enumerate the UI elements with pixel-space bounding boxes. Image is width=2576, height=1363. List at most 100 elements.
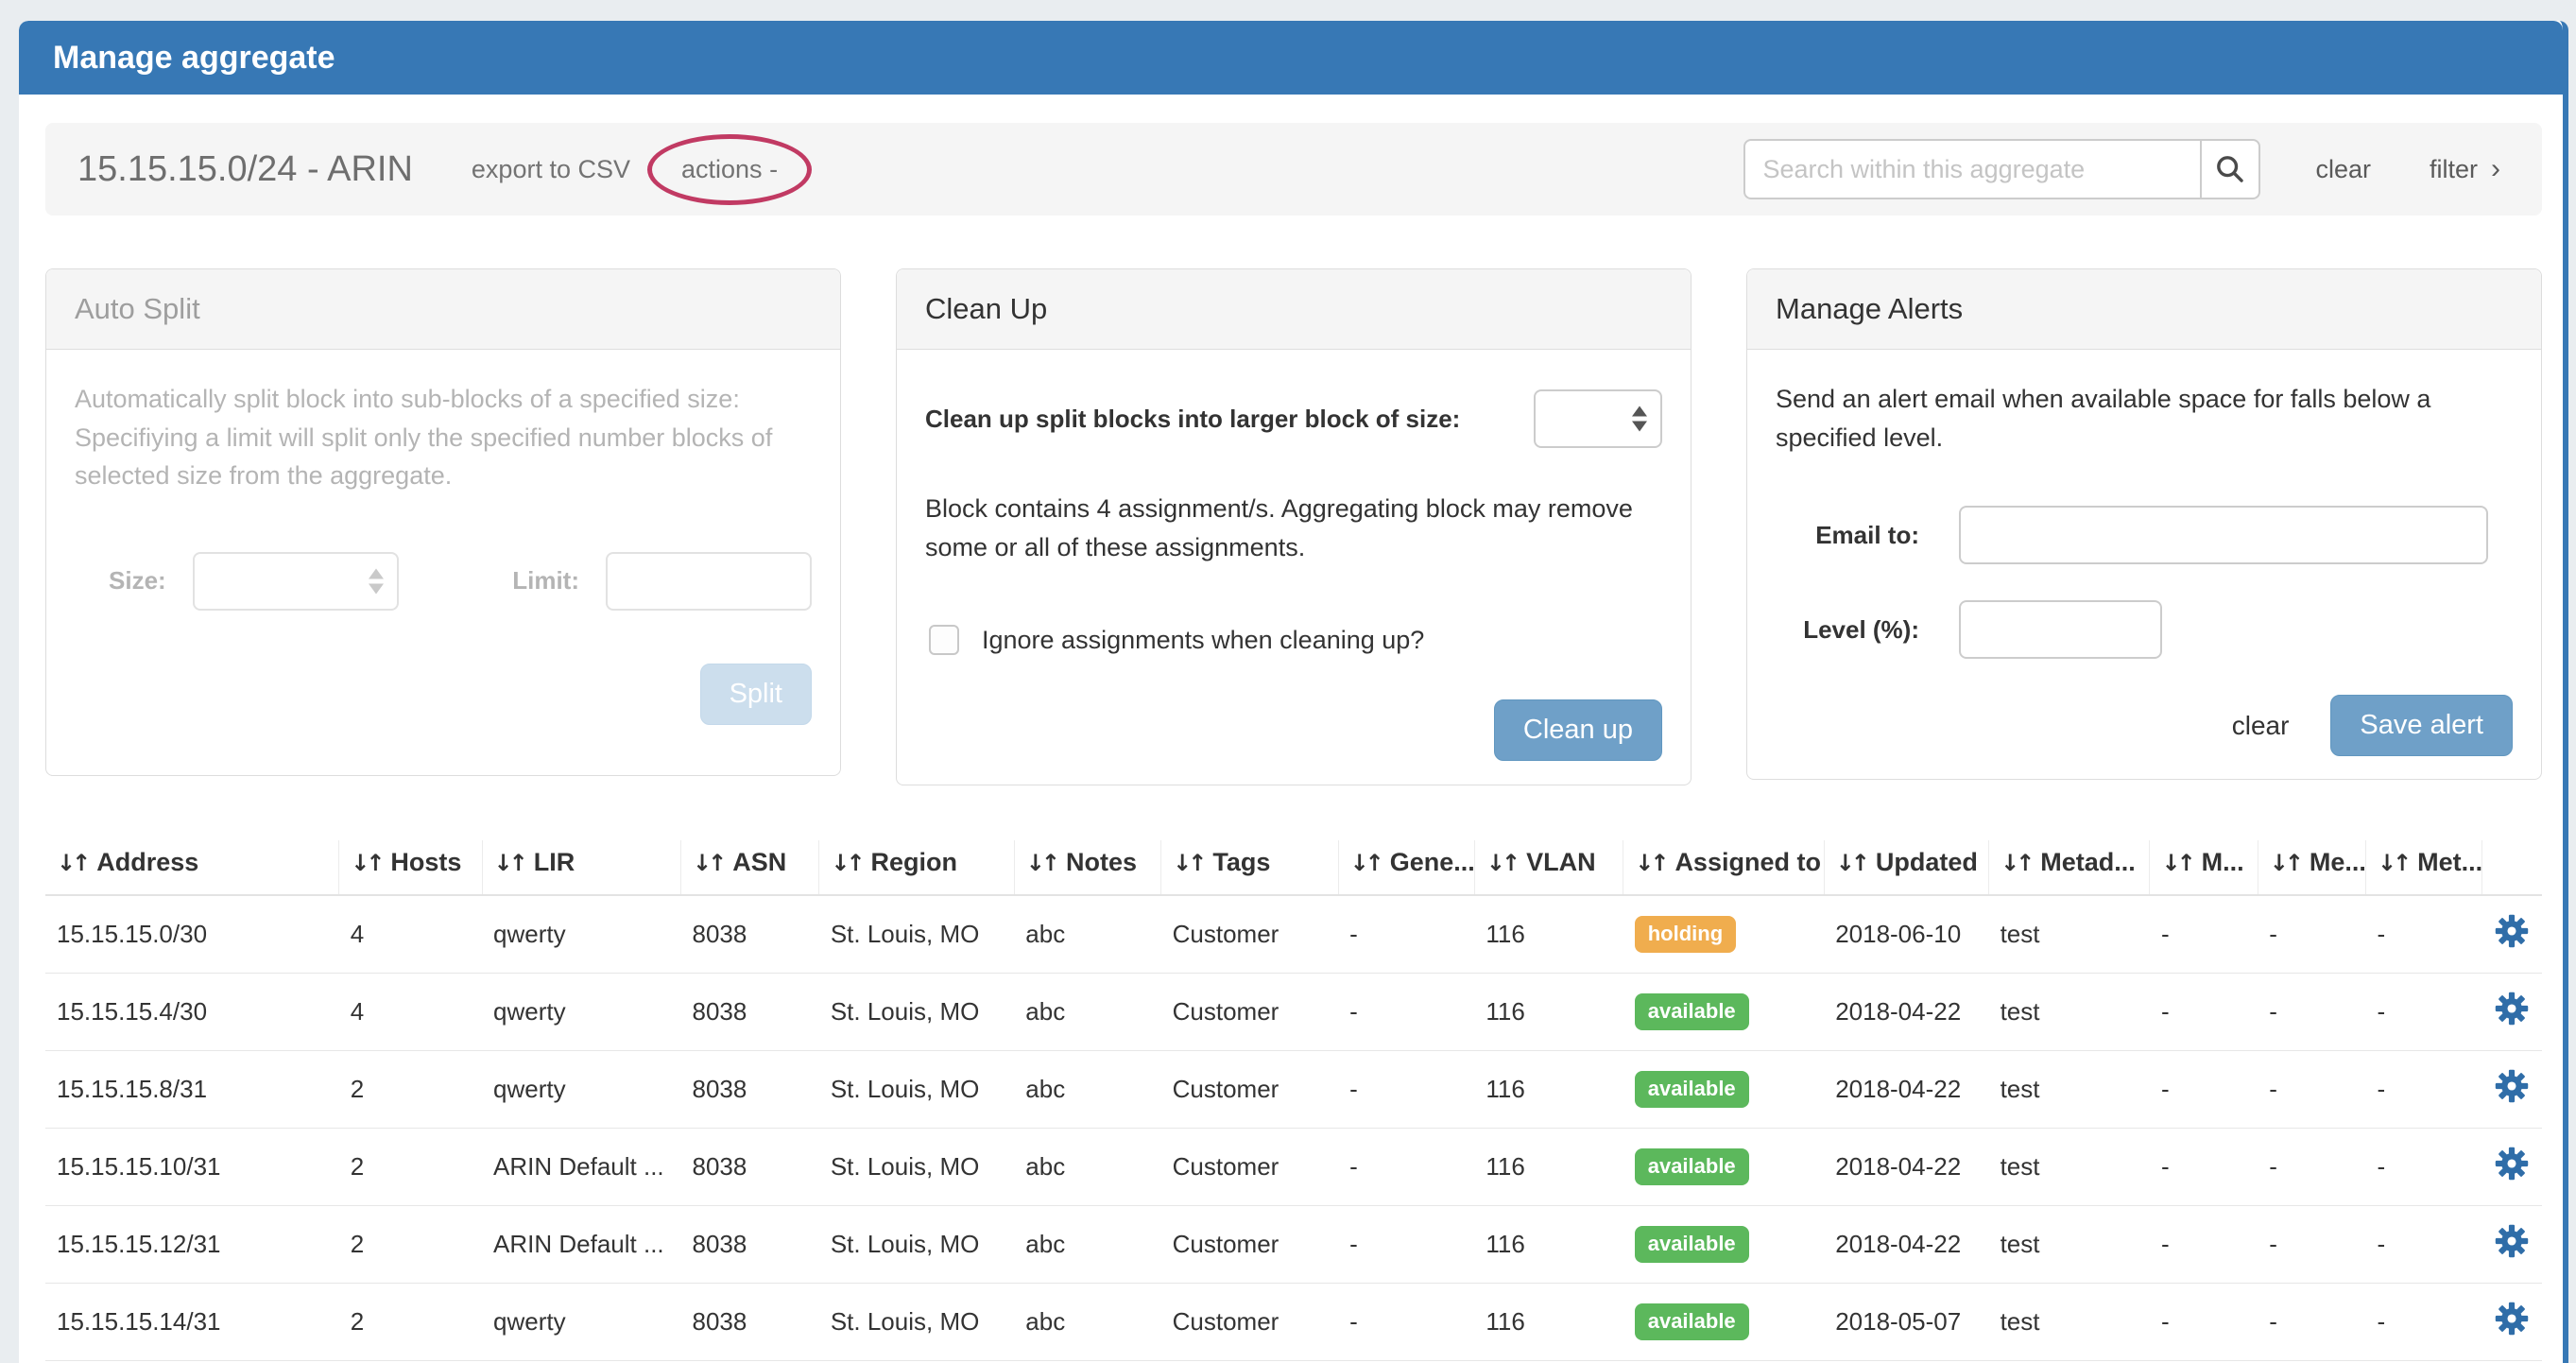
gear-icon[interactable] <box>2494 1068 2530 1111</box>
cell-asn: 8038 <box>680 895 819 974</box>
cell-generic: - <box>1338 1360 1475 1363</box>
sort-icon: ↓↑ <box>493 850 528 876</box>
gear-icon[interactable] <box>2494 991 2530 1033</box>
col-header-region[interactable]: ↓↑ Region <box>818 840 1015 896</box>
cell-assigned-to: available <box>1623 1360 1825 1363</box>
cell-metadata4: - <box>2365 1050 2482 1129</box>
clean-up-size-row: Clean up split blocks into larger block … <box>925 389 1662 448</box>
level-input[interactable] <box>1959 600 2162 659</box>
col-header-metadata3[interactable]: ↓↑ Me... <box>2258 840 2366 896</box>
cell-generic: - <box>1338 1283 1475 1361</box>
search-input[interactable] <box>1743 139 2201 199</box>
cell-hosts: 2 <box>338 1283 483 1361</box>
cell-metadata1: test <box>1988 973 2150 1051</box>
size-select[interactable] <box>192 551 399 611</box>
gear-icon[interactable] <box>2494 1146 2530 1188</box>
clean-up-size-select[interactable] <box>1534 389 1662 448</box>
alert-clear-link[interactable]: clear <box>2231 710 2290 740</box>
col-header-tags[interactable]: ↓↑ Tags <box>1160 840 1339 896</box>
col-header-metadata1[interactable]: ↓↑ Metad... <box>1988 840 2151 896</box>
sort-icon: ↓↑ <box>2269 850 2304 876</box>
sort-icon: ↓↑ <box>1635 850 1669 876</box>
table-row[interactable]: 15.15.15.16/28 16 qwerty 8038 St. Louis,… <box>45 1360 2542 1363</box>
ignore-assignments-checkbox[interactable] <box>929 625 959 656</box>
manage-alerts-panel: Manage Alerts Send an alert email when a… <box>1746 268 2542 780</box>
gear-icon[interactable] <box>2494 1223 2530 1266</box>
table-row[interactable]: 15.15.15.10/31 2 ARIN Default ... 8038 S… <box>45 1128 2542 1206</box>
cell-vlan: 116 <box>1474 973 1623 1051</box>
col-header-address[interactable]: ↓↑ Address <box>45 840 340 896</box>
cell-lir: qwerty <box>482 1360 681 1363</box>
cell-metadata2: - <box>2149 973 2258 1051</box>
cell-metadata1: test <box>1988 1128 2150 1206</box>
cell-asn: 8038 <box>680 1050 819 1129</box>
cell-asn: 8038 <box>680 973 819 1051</box>
aggregate-title: 15.15.15.0/24 - ARIN <box>77 148 413 189</box>
clean-up-panel: Clean Up Clean up split blocks into larg… <box>896 268 1692 785</box>
cell-metadata3: - <box>2258 973 2366 1051</box>
cell-metadata3: - <box>2258 1128 2366 1206</box>
col-header-vlan[interactable]: ↓↑ VLAN <box>1474 840 1624 896</box>
actions-dropdown[interactable]: actions - <box>646 133 813 205</box>
cell-generic: - <box>1338 1205 1475 1284</box>
cell-metadata4: - <box>2365 895 2482 974</box>
email-input[interactable] <box>1959 506 2488 564</box>
cell-notes: abc <box>1014 895 1161 974</box>
cell-region: St. Louis, MO <box>818 1050 1015 1129</box>
col-header-notes[interactable]: ↓↑ Notes <box>1014 840 1162 896</box>
auto-split-actions: Split <box>75 663 812 725</box>
cell-vlan: 116 <box>1474 1050 1623 1129</box>
col-header-metadata2[interactable]: ↓↑ M... <box>2149 840 2258 896</box>
col-header-generic[interactable]: ↓↑ Gene... <box>1338 840 1475 896</box>
gear-icon[interactable] <box>2494 1301 2530 1343</box>
select-caret-icon <box>368 568 384 594</box>
cell-lir: qwerty <box>482 1050 681 1129</box>
cell-hosts: 16 <box>338 1360 483 1363</box>
cell-assigned-to: available <box>1623 973 1825 1051</box>
status-badge: available <box>1634 1148 1749 1185</box>
split-button[interactable]: Split <box>699 663 812 725</box>
col-header-asn[interactable]: ↓↑ ASN <box>680 840 820 896</box>
limit-input[interactable] <box>606 551 812 611</box>
cell-hosts: 4 <box>338 973 483 1051</box>
cell-row-actions <box>2482 1128 2542 1206</box>
clean-up-button[interactable]: Clean up <box>1493 699 1662 761</box>
filter-link[interactable]: filter › <box>2429 153 2500 184</box>
table-row[interactable]: 15.15.15.8/31 2 qwerty 8038 St. Louis, M… <box>45 1050 2542 1129</box>
sort-icon: ↓↑ <box>57 850 91 876</box>
table-row[interactable]: 15.15.15.0/30 4 qwerty 8038 St. Louis, M… <box>45 895 2542 974</box>
col-header-lir[interactable]: ↓↑ LIR <box>482 840 682 896</box>
gear-icon[interactable] <box>2494 913 2530 956</box>
cell-updated: 2018-04-22 <box>1824 1128 1989 1206</box>
cell-vlan: 116 <box>1474 895 1623 974</box>
auto-split-description: Automatically split block into sub-block… <box>75 385 773 490</box>
table-row[interactable]: 15.15.15.12/31 2 ARIN Default ... 8038 S… <box>45 1205 2542 1284</box>
search-button[interactable] <box>2200 139 2261 199</box>
clean-up-note: Block contains 4 assignment/s. Aggregati… <box>925 494 1633 561</box>
cell-address: 15.15.15.0/30 <box>45 895 339 974</box>
col-header-updated[interactable]: ↓↑ Updated <box>1824 840 1990 896</box>
cell-metadata4: - <box>2365 1360 2482 1363</box>
cell-generic: - <box>1338 973 1475 1051</box>
auto-split-form: Size: Limit: <box>75 551 812 611</box>
table-row[interactable]: 15.15.15.14/31 2 qwerty 8038 St. Louis, … <box>45 1283 2542 1361</box>
clear-search-link[interactable]: clear <box>2315 154 2371 183</box>
table-header-row: ↓↑ Address ↓↑ Hosts ↓↑ LIR ↓↑ ASN ↓↑ Region ↓… <box>45 840 2542 896</box>
save-alert-button[interactable]: Save alert <box>2330 695 2513 756</box>
cell-generic: - <box>1338 1128 1475 1206</box>
cell-region: St. Louis, MO <box>818 1360 1015 1363</box>
table-row[interactable]: 15.15.15.4/30 4 qwerty 8038 St. Louis, M… <box>45 973 2542 1051</box>
aggregate-toolbar: 15.15.15.0/24 - ARIN export to CSV actio… <box>45 123 2542 216</box>
manage-alerts-title: Manage Alerts <box>1747 269 2541 350</box>
col-header-metadata4[interactable]: ↓↑ Met... <box>2365 840 2483 896</box>
col-header-assigned-to[interactable]: ↓↑ Assigned to <box>1623 840 1825 896</box>
col-header-hosts[interactable]: ↓↑ Hosts <box>338 840 483 896</box>
cell-row-actions <box>2482 1283 2542 1361</box>
status-badge: available <box>1634 993 1749 1030</box>
export-csv-link[interactable]: export to CSV <box>471 154 630 183</box>
sort-icon: ↓↑ <box>1173 850 1207 876</box>
cell-metadata3: - <box>2258 1050 2366 1129</box>
page-title: Manage aggregate <box>53 39 335 76</box>
cell-address: 15.15.15.10/31 <box>45 1128 339 1206</box>
